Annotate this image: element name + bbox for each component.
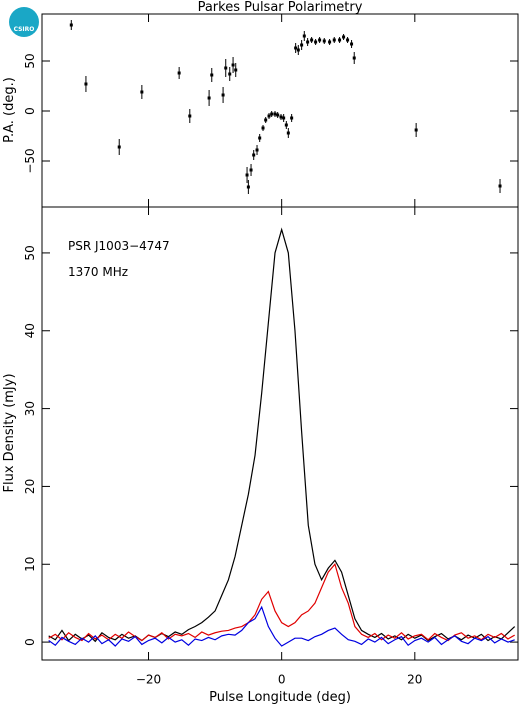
annotation: PSR J1003−4747 <box>68 239 170 253</box>
point <box>69 23 73 27</box>
point <box>296 48 300 52</box>
point <box>117 145 121 149</box>
point <box>246 185 250 189</box>
point <box>270 112 274 116</box>
point <box>332 38 336 42</box>
y-tick-label: 30 <box>23 401 37 416</box>
point <box>188 114 192 118</box>
logo: CSIRO <box>9 7 39 37</box>
x-tick-label: −20 <box>136 673 161 687</box>
point <box>282 116 286 120</box>
point <box>306 40 310 44</box>
profile-line <box>48 227 516 643</box>
point <box>231 63 235 67</box>
point <box>140 90 144 94</box>
y-tick-label: 0 <box>23 107 37 115</box>
point <box>228 72 232 76</box>
point <box>294 46 298 50</box>
point <box>328 40 332 44</box>
point <box>286 131 290 135</box>
y-axis-label: Flux Density (mJy) <box>2 373 17 492</box>
point <box>234 68 238 72</box>
y-tick-label: 20 <box>23 479 37 494</box>
y-tick-label: 0 <box>23 638 37 646</box>
point <box>276 113 280 117</box>
plot-frame <box>41 13 519 208</box>
point <box>338 38 342 42</box>
point <box>177 71 181 75</box>
y-tick-label: 40 <box>23 323 37 338</box>
x-axis-label: Pulse Longitude (deg) <box>209 690 351 705</box>
point <box>245 173 249 177</box>
point <box>314 40 318 44</box>
point <box>414 128 418 132</box>
point <box>322 39 326 43</box>
point <box>302 34 306 38</box>
point <box>498 184 502 188</box>
point <box>252 153 256 157</box>
y-tick-label: 50 <box>23 245 37 260</box>
point <box>273 112 277 116</box>
chart-title: Parkes Pulsar Polarimetry <box>198 0 363 15</box>
profile-line <box>48 563 515 642</box>
point <box>261 126 265 130</box>
point <box>264 118 268 122</box>
point <box>346 38 350 42</box>
y-tick-label: −50 <box>23 148 37 173</box>
point <box>284 123 288 127</box>
y-tick-label: 50 <box>23 53 37 68</box>
annotation: 1370 MHz <box>68 265 128 279</box>
point <box>249 168 253 172</box>
point <box>84 82 88 86</box>
point <box>255 148 259 152</box>
point <box>290 116 294 120</box>
point <box>267 114 271 118</box>
x-tick-label: 0 <box>278 673 286 687</box>
point <box>210 73 214 77</box>
logo-badge <box>9 7 39 37</box>
point <box>279 115 283 119</box>
point <box>352 56 356 60</box>
point <box>318 38 322 42</box>
y-tick-label: 10 <box>23 557 37 572</box>
point <box>300 43 304 47</box>
point <box>350 42 354 46</box>
point <box>310 38 314 42</box>
logo-text: CSIRO <box>14 26 35 33</box>
point <box>342 35 346 39</box>
x-tick-label: 20 <box>407 673 422 687</box>
plot-frame <box>41 206 519 661</box>
point <box>221 93 225 97</box>
y-axis-label: P.A. (deg.) <box>2 77 17 143</box>
profile-line <box>48 605 515 647</box>
point <box>224 66 228 70</box>
point <box>207 96 211 100</box>
point <box>258 136 262 140</box>
